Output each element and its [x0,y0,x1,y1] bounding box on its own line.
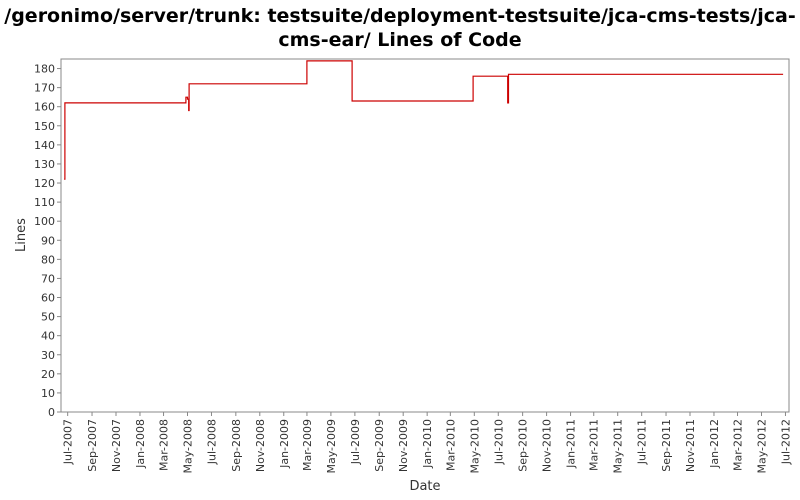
x-tick-label: Nov-2009 [397,419,410,472]
x-tick-label: Jan-2011 [565,419,578,469]
series-line [64,60,784,180]
y-tick-label: 130 [34,158,55,171]
x-axis: Jul-2007 Sep-2007 Nov-2007 Jan-2008 Mar-2008… [62,412,792,474]
x-tick-label: Jan-2008 [134,419,147,469]
x-tick-label: Sep-2010 [517,419,530,472]
y-tick-label: 100 [34,215,55,228]
x-tick-label: Jul-2012 [779,419,792,465]
x-tick-label: Nov-2008 [254,419,267,472]
x-tick-label: May-2012 [755,419,768,474]
y-tick-label: 150 [34,120,55,133]
y-tick-label: 70 [41,272,55,285]
y-tick-label: 0 [48,406,55,419]
y-tick-label: 140 [34,139,55,152]
chart-title-line-2: cms-ear/ Lines of Code [278,29,522,51]
x-tick-label: Mar-2009 [301,419,314,471]
x-tick-label: Jul-2009 [349,419,362,465]
chart-title-line-1: /geronimo/server/trunk: testsuite/deploy… [4,5,796,27]
x-tick-label: Nov-2010 [541,419,554,472]
chart-title: /geronimo/server/trunk: testsuite/deploy… [0,4,800,52]
y-axis: 0 10 20 30 40 50 60 70 80 90 100 110 120 130 140 150 160… [34,63,61,419]
x-axis-label: Date [409,479,440,494]
x-tick-label: Sep-2008 [230,419,243,472]
x-tick-label: Jan-2010 [421,419,434,469]
x-tick-label: Mar-2008 [158,419,171,471]
x-tick-label: May-2011 [612,419,625,474]
y-tick-label: 180 [34,63,55,76]
y-axis-label: Lines [14,218,29,252]
series-layer [64,60,784,180]
x-tick-label: Nov-2011 [684,419,697,472]
x-tick-label: May-2010 [468,419,481,474]
x-tick-label: Sep-2007 [86,419,99,472]
x-tick-label: Sep-2011 [660,419,673,472]
x-tick-label: Sep-2009 [373,419,386,472]
x-tick-label: Nov-2007 [110,419,123,472]
x-tick-label: May-2009 [325,419,338,474]
x-tick-label: Mar-2012 [732,419,745,471]
y-tick-label: 170 [34,82,55,95]
x-tick-label: Jul-2011 [636,419,649,465]
y-tick-label: 80 [41,253,55,266]
y-tick-label: 110 [34,196,55,209]
y-tick-label: 60 [41,292,55,305]
x-tick-label: May-2008 [182,419,195,474]
plot-area [60,58,790,413]
y-tick-label: 30 [41,349,55,362]
y-tick-label: 50 [41,311,55,324]
y-tick-label: 160 [34,101,55,114]
x-tick-label: Jul-2007 [62,419,75,465]
x-tick-label: Jan-2009 [278,419,291,469]
x-tick-label: Jul-2010 [492,419,505,465]
y-tick-label: 10 [41,387,55,400]
x-tick-label: Jul-2008 [205,419,218,465]
y-tick-label: 20 [41,368,55,381]
x-tick-label: Jan-2012 [708,419,721,469]
y-tick-label: 90 [41,234,55,247]
x-tick-label: Mar-2011 [588,419,601,471]
y-tick-label: 40 [41,330,55,343]
y-tick-label: 120 [34,177,55,190]
x-tick-label: Mar-2010 [444,419,457,471]
